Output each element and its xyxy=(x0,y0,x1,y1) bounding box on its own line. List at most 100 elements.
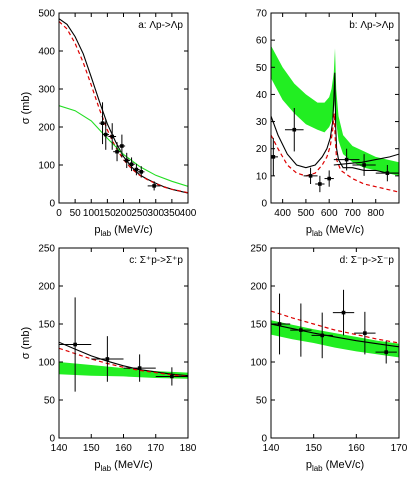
data-marker xyxy=(362,163,366,167)
x-tick-label: 700 xyxy=(344,208,361,219)
y-tick-label: 40 xyxy=(256,90,268,101)
data-marker xyxy=(308,174,313,178)
x-tick-label: 150 xyxy=(99,208,116,219)
panel-label: d: Σ⁻p->Σ⁻p xyxy=(340,255,395,266)
data-marker xyxy=(124,158,129,163)
data-marker xyxy=(341,310,346,315)
y-tick-label: 10 xyxy=(256,171,268,182)
data-marker xyxy=(137,366,142,370)
x-axis-title: plab (MeV/c) xyxy=(306,224,364,238)
x-axis-title-sub: lab xyxy=(100,229,111,238)
panel-label: a: Λp->Λp xyxy=(138,20,183,31)
y-tick-label: 200 xyxy=(250,282,267,293)
series-line-black-solid-0 xyxy=(271,323,399,348)
panel-label: b: Λp->Λp xyxy=(349,20,394,31)
panel-a: 0 50 100 150 200 250 300 350 4000100200300400500… xyxy=(20,9,197,239)
data-point xyxy=(352,154,376,176)
data-marker xyxy=(139,170,144,174)
y-tick-label: 0 xyxy=(261,199,267,210)
data-point xyxy=(271,137,278,176)
series-line-red-dashed-1 xyxy=(271,310,399,344)
x-tick-label: 150 xyxy=(83,443,100,454)
data-point xyxy=(147,181,161,191)
y-tick-label: 150 xyxy=(38,320,55,331)
x-tick-label: 250 xyxy=(131,208,148,219)
x-tick-label: 160 xyxy=(115,443,132,454)
data-point xyxy=(354,311,376,355)
data-marker xyxy=(103,132,108,137)
x-axis-title-unit: (MeV/c) xyxy=(323,224,365,236)
data-point xyxy=(91,336,124,382)
x-tick-label: 180 xyxy=(180,443,197,454)
x-axis-title-sub: lab xyxy=(100,464,111,473)
series-line-red-dashed-1 xyxy=(271,113,399,193)
data-marker xyxy=(384,350,388,354)
plot-frame xyxy=(270,247,400,439)
data-point xyxy=(315,175,325,193)
x-tick-label: 600 xyxy=(321,208,338,219)
x-axis-title-main: p xyxy=(94,224,100,236)
series-line-red-dashed-1 xyxy=(59,20,188,194)
series-line-black-solid-0 xyxy=(271,72,399,174)
y-tick-label: 250 xyxy=(38,244,55,255)
y-tick-label: 200 xyxy=(38,123,55,134)
x-axis-title-sub: lab xyxy=(312,229,323,238)
data-point xyxy=(324,170,334,187)
y-tick-label: 250 xyxy=(250,244,267,255)
data-point xyxy=(284,108,304,152)
series-line-black-solid-0 xyxy=(59,18,188,194)
x-tick-label: 300 xyxy=(147,208,164,219)
x-axis-title-unit: (MeV/c) xyxy=(111,459,153,471)
x-tick-label: 800 xyxy=(367,208,384,219)
uncertainty-band xyxy=(271,320,399,358)
x-axis-title: plab (MeV/c) xyxy=(94,224,152,238)
data-point xyxy=(332,289,355,336)
data-point xyxy=(303,167,318,184)
data-point xyxy=(311,312,333,359)
x-tick-label: 170 xyxy=(147,443,164,454)
data-point xyxy=(375,340,397,364)
y-tick-label: 300 xyxy=(38,85,55,96)
y-tick-label: 0 xyxy=(49,199,55,210)
data-point xyxy=(59,297,92,392)
data-point xyxy=(133,163,140,176)
data-marker xyxy=(327,176,331,181)
data-point xyxy=(113,142,121,162)
series-line-black-solid-2 xyxy=(333,153,399,166)
y-tick-label: 0 xyxy=(49,434,55,445)
data-point xyxy=(123,152,130,169)
data-marker xyxy=(385,171,390,175)
data-marker xyxy=(277,322,282,326)
x-axis-title-unit: (MeV/c) xyxy=(111,224,153,236)
data-marker xyxy=(105,357,110,361)
y-axis-title: σ (mb) xyxy=(20,327,32,359)
plot-frame xyxy=(58,247,189,439)
x-axis-title-sub: lab xyxy=(312,464,323,473)
plot-area xyxy=(271,45,399,193)
plot-area xyxy=(59,297,188,392)
data-marker xyxy=(170,374,174,379)
y-tick-label: 0 xyxy=(261,434,267,445)
data-marker xyxy=(320,333,324,338)
plot-area xyxy=(59,18,188,194)
x-axis-title: plab (MeV/c) xyxy=(306,459,364,473)
data-marker xyxy=(110,134,115,139)
data-marker xyxy=(299,328,303,332)
x-axis-title-unit: (MeV/c) xyxy=(323,459,365,471)
data-point xyxy=(118,134,126,158)
data-marker xyxy=(318,182,322,186)
data-marker xyxy=(73,342,77,347)
data-marker xyxy=(271,155,276,159)
y-tick-label: 60 xyxy=(256,36,268,47)
x-tick-label: 400 xyxy=(180,208,197,219)
data-marker xyxy=(100,121,105,125)
x-tick-label: 200 xyxy=(115,208,132,219)
x-tick-label: 170 xyxy=(391,443,408,454)
x-tick-label: 400 xyxy=(274,208,291,219)
series-line-red-dashed-1 xyxy=(59,347,188,377)
uncertainty-band xyxy=(271,45,399,176)
panel-c: 140 150 160 170 180 0 50 100 150 200 250 plab (MeV/… xyxy=(20,244,197,474)
uncertainty-band xyxy=(59,362,188,379)
data-point xyxy=(138,166,145,178)
x-axis-title-main: p xyxy=(306,459,312,471)
